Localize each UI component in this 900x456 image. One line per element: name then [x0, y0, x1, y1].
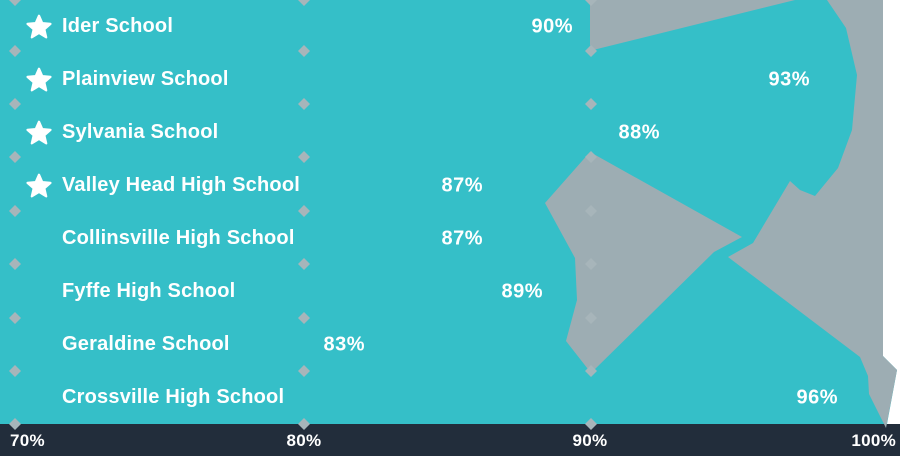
- bar-row: Collinsville High School 87%: [0, 212, 900, 265]
- star-icon: [25, 13, 53, 40]
- bar-row: Fyffe High School 89%: [0, 265, 900, 318]
- value-label: 90%: [531, 15, 573, 37]
- star-icon: [25, 66, 53, 93]
- value-label: 96%: [796, 386, 838, 408]
- bar-row: Geraldine School 83%: [0, 318, 900, 371]
- axis-tick-90: 90%: [572, 431, 608, 450]
- value-label: 87%: [441, 227, 483, 249]
- school-name: Fyffe High School: [62, 280, 236, 302]
- value-label: 83%: [323, 333, 365, 355]
- school-name: Geraldine School: [62, 333, 230, 355]
- bar-row: Plainview School 93%: [0, 53, 900, 106]
- school-name: Ider School: [62, 15, 174, 37]
- axis-tick-100: 100%: [851, 431, 896, 450]
- star-icon: [25, 119, 53, 146]
- x-axis-bar: 70% 80% 90% 100%: [0, 424, 900, 456]
- star-icon: [25, 172, 53, 199]
- value-label: 93%: [768, 68, 810, 90]
- school-name: Plainview School: [62, 68, 229, 90]
- axis-tick-80: 80%: [286, 431, 322, 450]
- bar-rows: Ider School 90% Plainview School 93% Syl…: [0, 0, 900, 424]
- value-label: 88%: [618, 121, 660, 143]
- school-name: Sylvania School: [62, 121, 219, 143]
- bar-row: Valley Head High School 87%: [0, 159, 900, 212]
- bar-row: Ider School 90%: [0, 0, 900, 53]
- school-name: Collinsville High School: [62, 227, 295, 249]
- school-name: Crossville High School: [62, 386, 285, 408]
- value-label: 89%: [501, 280, 543, 302]
- bar-row: Crossville High School 96%: [0, 371, 900, 424]
- axis-tick-70: 70%: [10, 431, 45, 450]
- value-label: 87%: [441, 174, 483, 196]
- bar-row: Sylvania School 88%: [0, 106, 900, 159]
- school-name: Valley Head High School: [62, 174, 300, 196]
